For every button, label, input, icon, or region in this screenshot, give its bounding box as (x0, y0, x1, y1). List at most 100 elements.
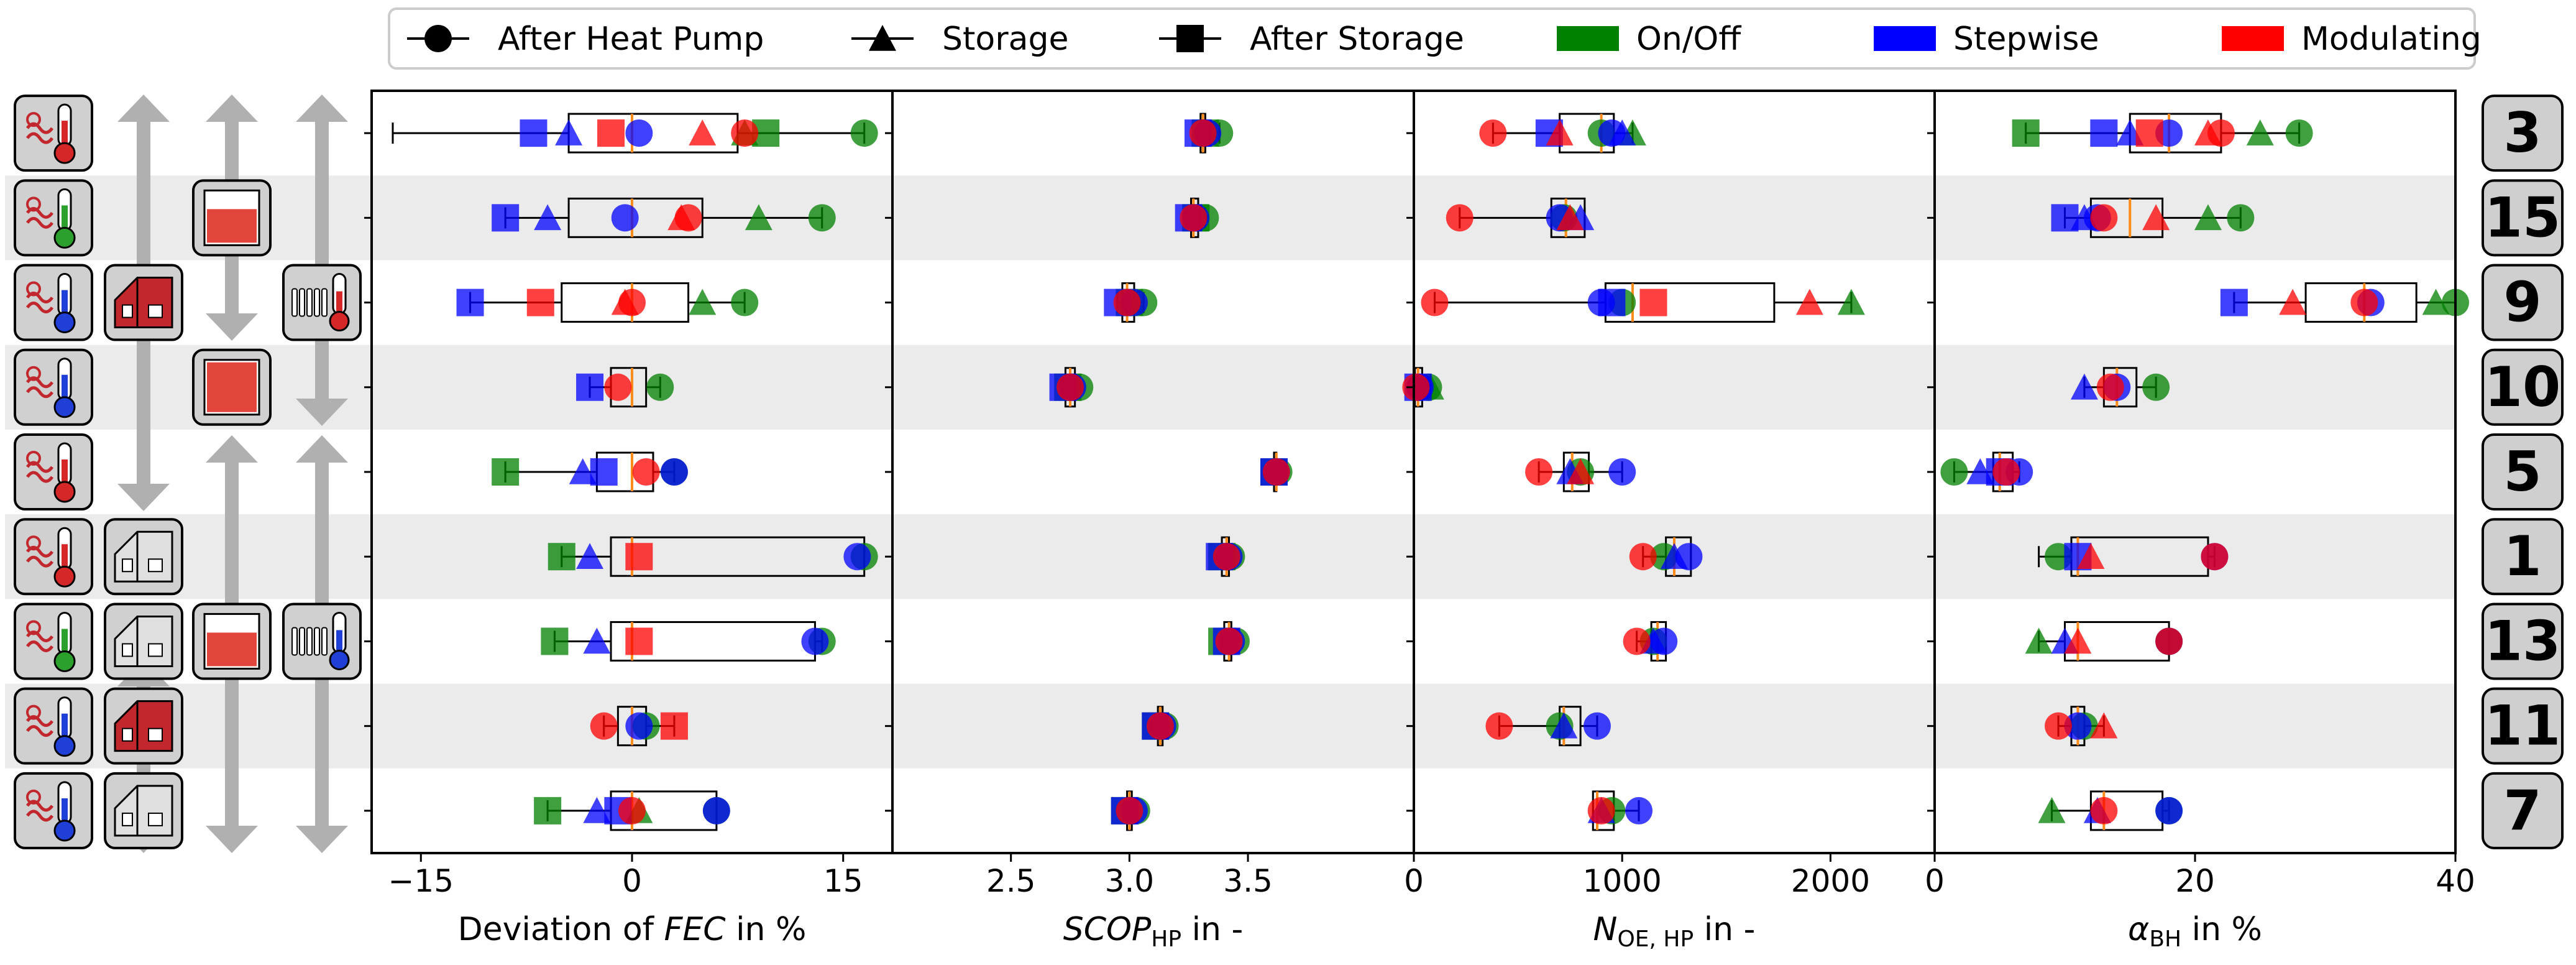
thermometer-icon (14, 603, 93, 680)
x-axis-label-part: FEC (664, 911, 726, 948)
points-row-9 (1421, 289, 1865, 316)
points-row-9 (456, 289, 759, 316)
point-circle (731, 289, 759, 316)
radiator-fin (306, 288, 313, 317)
point-square (625, 627, 653, 655)
storage-level (207, 362, 257, 412)
x-tick-label: 0 (1925, 863, 1945, 899)
thermometer-bulb (53, 650, 76, 672)
row-id-label: 1 (2503, 524, 2541, 588)
icon-tile (14, 348, 93, 426)
row-id-badge-1 (2482, 518, 2564, 596)
points-row-7 (1111, 796, 1150, 824)
point-circle (1262, 458, 1290, 486)
legend-label: Modulating (2301, 21, 2482, 58)
legend-color-patch (1874, 26, 1936, 51)
radiator-fin (291, 627, 298, 656)
thermometer-fill (336, 630, 342, 655)
point-square (1598, 289, 1626, 316)
row-id-label: 15 (2485, 185, 2560, 249)
arrow-head-up (117, 95, 170, 122)
point-triangle (1556, 204, 1584, 231)
outdoor-glyph (25, 216, 54, 229)
outdoor-glyph (26, 366, 41, 381)
panel-4: 0 20 40 αBH in % (1925, 90, 2475, 952)
points-row-11 (2045, 712, 2118, 740)
legend-label: Stepwise (1953, 21, 2099, 58)
icon-tile (14, 687, 93, 765)
points-row-13 (541, 627, 836, 655)
radiator-fin (314, 627, 320, 656)
point-circle (1479, 119, 1507, 147)
points-row-5 (1940, 458, 2033, 486)
row-id-badge-11 (2482, 687, 2564, 765)
point-circle (850, 119, 878, 147)
x-axis-label: SCOPHP in - (1063, 911, 1244, 952)
point-square (492, 204, 520, 232)
thermometer-fill (62, 713, 68, 741)
point-circle (2090, 204, 2118, 232)
point-triangle (2142, 204, 2170, 231)
points-row-10 (576, 373, 674, 401)
point-triangle (1550, 712, 1578, 739)
outdoor-glyph (26, 535, 41, 551)
point-square (2135, 119, 2163, 147)
icon-tile (14, 518, 93, 596)
radiator-fin (291, 288, 298, 317)
x-tick-label: 15 (823, 863, 863, 899)
row-id-badge-5 (2482, 433, 2564, 510)
point-circle (2285, 119, 2313, 147)
point-circle (618, 796, 646, 824)
point-square (492, 458, 520, 486)
point-circle (1992, 458, 2020, 486)
x-tick-label: 2.5 (986, 863, 1036, 899)
box (567, 113, 739, 154)
row-id-badge-10 (2482, 348, 2564, 426)
x-tick-label: 0 (622, 863, 642, 899)
thermometer-fill (62, 798, 68, 826)
box (567, 197, 704, 238)
point-circle (604, 373, 632, 401)
legend-label: After Storage (1250, 21, 1464, 58)
point-square (2051, 204, 2079, 232)
x-axis-label-part: N (1593, 911, 1618, 948)
x-tick-label: 1000 (1583, 863, 1662, 899)
house-window (148, 643, 163, 657)
point-square (541, 627, 569, 655)
thermometer-fill (62, 629, 68, 657)
row-band-10 (5, 344, 2455, 430)
point-circle (1625, 796, 1653, 824)
legend-circle-marker (424, 25, 452, 52)
point-circle (1587, 796, 1615, 824)
legend-color-patch (2222, 26, 2284, 51)
point-square (597, 119, 625, 147)
points-row-10 (2070, 373, 2170, 401)
point-circle (611, 204, 639, 232)
icon-tile (14, 772, 93, 849)
legend-triangle-marker (869, 25, 896, 51)
point-circle (2201, 543, 2229, 571)
x-axis-label-part: in - (1694, 911, 1755, 948)
point-square (625, 543, 653, 571)
thermometer-fill (62, 121, 68, 149)
house-window (148, 812, 163, 826)
outdoor-glyph (25, 810, 54, 822)
point-circle (632, 458, 660, 486)
storage-icon (192, 603, 272, 680)
points-row-3 (520, 119, 878, 147)
point-triangle (667, 204, 695, 231)
point-circle (625, 712, 653, 740)
house-window (148, 558, 163, 573)
x-axis-label-part: SCOP (1063, 911, 1152, 948)
point-triangle (2038, 796, 2066, 823)
arrow-head-down (296, 399, 348, 426)
point-circle (731, 119, 759, 147)
point-triangle (569, 458, 597, 484)
thermometer-bulb (53, 565, 76, 588)
point-circle (843, 543, 871, 571)
legend-entry: After Heat Pump (407, 21, 764, 58)
points-row-15 (1175, 204, 1219, 232)
thermometer-fill (62, 205, 68, 233)
arrow-head-down (296, 826, 348, 853)
